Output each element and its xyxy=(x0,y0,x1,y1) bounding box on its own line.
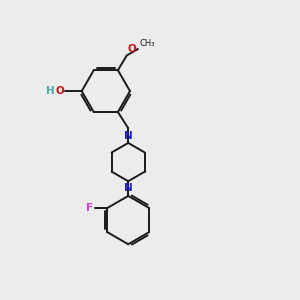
Text: F: F xyxy=(86,203,94,213)
Text: N: N xyxy=(124,131,133,141)
Text: O: O xyxy=(128,44,137,54)
Text: CH₃: CH₃ xyxy=(140,39,155,48)
Text: H: H xyxy=(46,86,54,96)
Text: N: N xyxy=(124,183,133,193)
Text: O: O xyxy=(56,86,64,96)
